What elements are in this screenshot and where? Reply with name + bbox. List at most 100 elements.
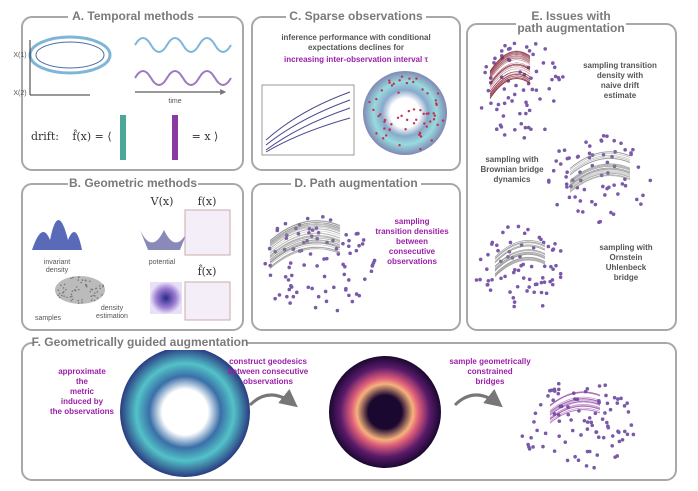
observation-point [503, 274, 507, 279]
observation-point [426, 92, 429, 95]
sample-path [269, 235, 341, 256]
sample-path [494, 244, 546, 262]
observation-point [313, 305, 318, 310]
observation-point [538, 402, 543, 407]
observation-point [102, 285, 104, 288]
sample-path [269, 236, 341, 258]
observation-point [85, 285, 88, 288]
observation-point [495, 107, 499, 112]
observation-point [585, 427, 590, 431]
observation-point [610, 443, 614, 448]
observation-point [354, 232, 359, 236]
label: bridge [614, 273, 639, 282]
sample-path [269, 224, 341, 246]
observation-point [484, 65, 489, 69]
observation-point [288, 301, 292, 305]
observation-point [527, 447, 532, 451]
observation-point [616, 397, 620, 401]
observation-point [584, 140, 588, 144]
sample-path [269, 222, 341, 244]
observation-point [308, 252, 313, 256]
sample-path [489, 55, 531, 77]
label: sampling with [485, 155, 538, 164]
observation-point [516, 268, 521, 273]
observation-point [564, 175, 568, 179]
observation-point [546, 394, 550, 398]
observation-point [549, 264, 553, 269]
observation-point [486, 88, 491, 93]
observation-point [558, 249, 563, 253]
label: drift: [31, 130, 59, 143]
sample-path [269, 220, 341, 242]
observation-point [388, 128, 391, 132]
sample-path [494, 259, 546, 277]
label: constrained [467, 367, 512, 376]
sample-path [569, 163, 631, 181]
label: samples [35, 315, 62, 322]
observation-point [625, 401, 630, 405]
observation-point [546, 244, 551, 249]
observation-point [579, 433, 583, 437]
observation-point [58, 296, 61, 299]
observation-point [631, 432, 636, 437]
sample-path [269, 234, 341, 256]
sample-path [569, 169, 631, 188]
label: density with [597, 71, 643, 80]
observation-point [322, 257, 326, 261]
observation-point [71, 295, 73, 298]
sample-path [269, 247, 341, 268]
observation-point [486, 252, 490, 257]
observation-point [81, 279, 84, 281]
observation-point [558, 162, 563, 166]
observation-point [603, 383, 608, 388]
sample-path [549, 407, 601, 422]
observation-point [578, 199, 583, 203]
observation-ring [363, 71, 447, 155]
observation-point [407, 109, 411, 113]
observation-point [589, 420, 594, 425]
observation-point [375, 97, 378, 101]
observation-point [502, 133, 507, 137]
observation-point [412, 108, 416, 111]
observation-point [421, 88, 424, 91]
observation-point [557, 149, 561, 153]
label: f(x) [198, 195, 217, 208]
observation-point [576, 458, 581, 463]
observation-point [92, 294, 94, 297]
observation-point [626, 410, 631, 414]
label: path augmentation [517, 21, 624, 35]
observation-point [611, 212, 616, 217]
observation-point [523, 125, 528, 130]
observation-point [287, 287, 292, 292]
observation-point [513, 267, 517, 272]
observation-point [590, 199, 594, 204]
observation-point [63, 295, 65, 297]
observation-point [634, 197, 639, 202]
observation-point [541, 61, 546, 65]
observation-point [620, 182, 625, 186]
observation-point [101, 294, 103, 296]
observation-point [478, 257, 483, 262]
observation-point [430, 139, 433, 142]
observation-point [552, 65, 557, 70]
observation-point [512, 304, 516, 309]
observation-point [594, 430, 598, 434]
observation-point [479, 106, 484, 110]
observation-point [348, 251, 352, 256]
observation-point [556, 381, 561, 386]
observation-point [526, 125, 531, 130]
label: B. Geometric methods [69, 176, 197, 190]
label: density [101, 305, 124, 312]
observation-point [305, 216, 310, 221]
observation-point [552, 99, 556, 103]
observation-point [617, 439, 622, 444]
label: Uhlenbeck [606, 263, 647, 272]
observation-point [372, 108, 375, 112]
observation-point [354, 292, 359, 296]
observation-point [347, 293, 351, 298]
performance-lines [265, 91, 351, 153]
observation-point [590, 423, 595, 428]
observation-point [609, 210, 613, 215]
sample-path [489, 59, 531, 80]
observation-point [593, 411, 598, 416]
